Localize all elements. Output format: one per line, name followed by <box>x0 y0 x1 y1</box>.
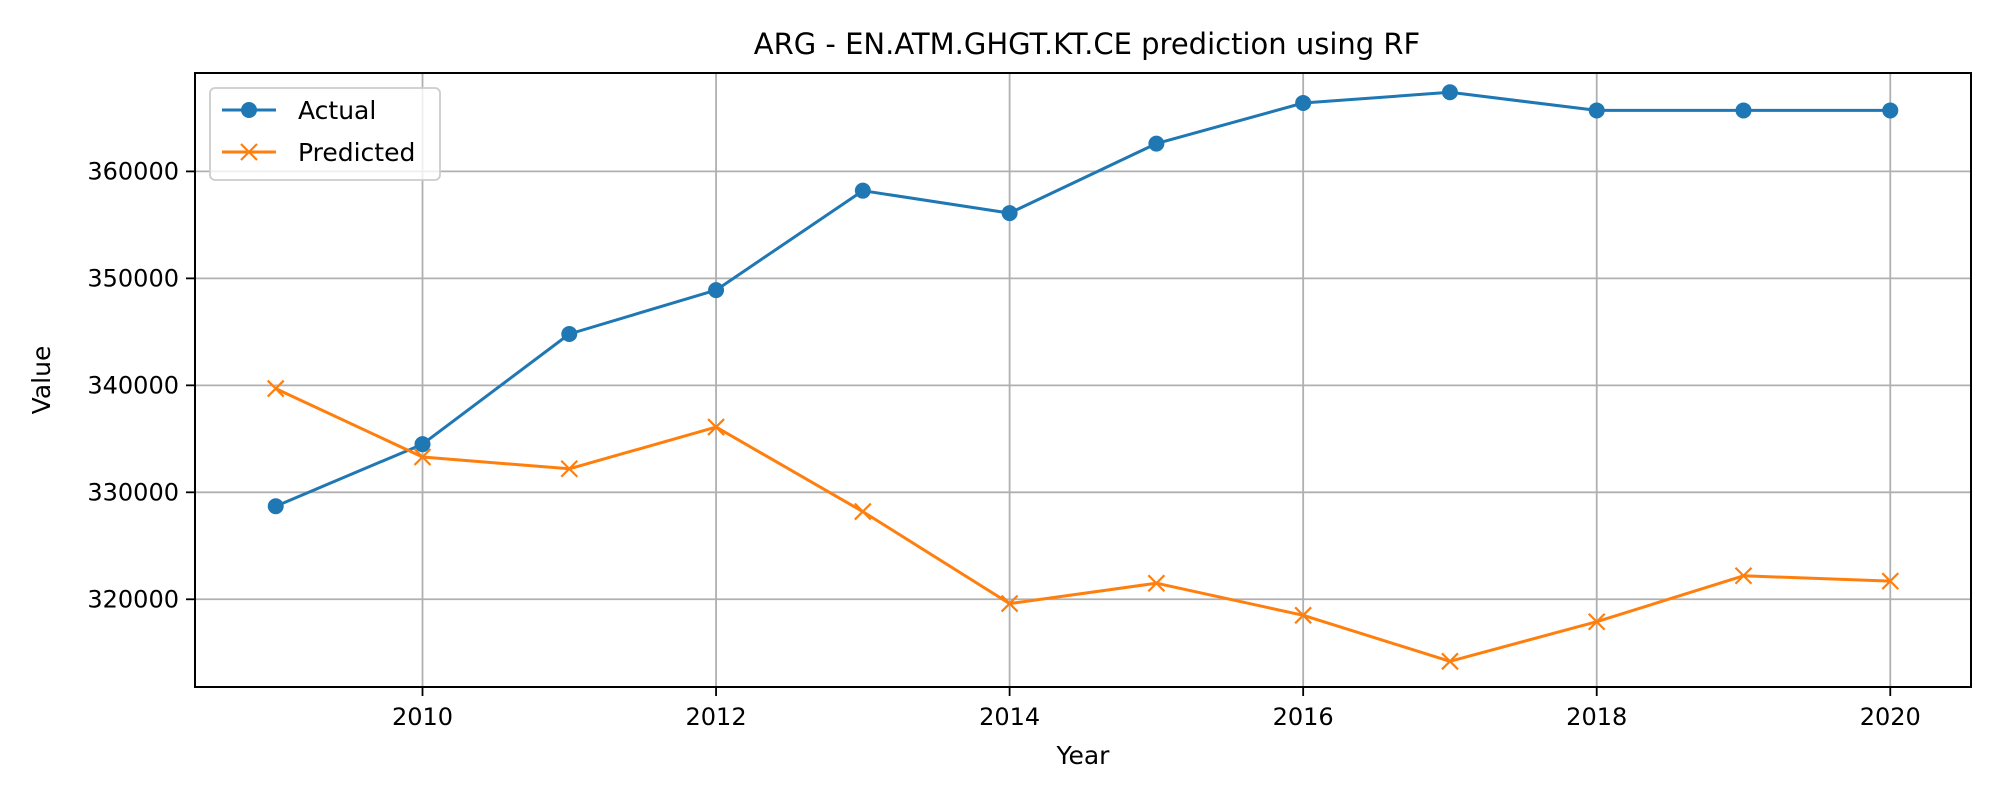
actual-point <box>267 498 284 515</box>
actual-point <box>1148 135 1165 152</box>
legend-predicted-marker-icon <box>240 143 258 161</box>
y-axis-label: Value <box>27 346 56 415</box>
predicted-point <box>1734 566 1753 585</box>
predicted-point <box>1441 652 1459 671</box>
predicted-point <box>1294 606 1312 625</box>
predicted-point <box>707 418 725 436</box>
predicted-point <box>854 502 872 521</box>
legend-predicted-label: Predicted <box>298 138 415 167</box>
actual-series-line <box>275 90 1891 508</box>
predicted-point <box>413 448 432 466</box>
legend: Actual Predicted <box>209 87 441 181</box>
actual-point <box>708 282 725 299</box>
plot-area-frame <box>194 72 1972 688</box>
y-tick-label: 360000 <box>87 157 179 185</box>
x-tick-label: 2018 <box>1566 703 1627 731</box>
actual-point <box>854 182 871 199</box>
actual-point <box>561 326 578 343</box>
actual-point <box>1882 102 1899 119</box>
actual-point <box>1001 205 1018 222</box>
predicted-point <box>560 460 579 478</box>
y-tick-label: 350000 <box>87 264 179 292</box>
actual-point <box>1441 84 1458 101</box>
x-axis-label: Year <box>1056 741 1111 770</box>
legend-actual-marker-icon <box>241 102 257 118</box>
predicted-point <box>1881 572 1900 590</box>
actual-point <box>1588 102 1605 119</box>
predicted-point <box>1147 574 1166 593</box>
x-tick-label: 2012 <box>686 703 747 731</box>
predicted-point <box>1587 612 1606 631</box>
y-tick-label: 330000 <box>87 478 179 506</box>
actual-point <box>414 436 431 453</box>
y-tick-label: 320000 <box>87 585 179 613</box>
x-tick-label: 2020 <box>1860 703 1921 731</box>
x-tick-label: 2010 <box>392 703 453 731</box>
x-tick-label: 2016 <box>1273 703 1334 731</box>
grid <box>195 73 1971 687</box>
actual-point <box>1735 102 1752 119</box>
actual-point <box>1295 94 1312 111</box>
axis-ticks: 2010 2012 2014 2016 2018 2020 320000 330000 3400… <box>87 157 1920 731</box>
series-group <box>266 84 1900 671</box>
predicted-series-line <box>275 387 1891 663</box>
y-tick-label: 340000 <box>87 371 179 399</box>
legend-actual-label: Actual <box>298 96 376 125</box>
x-tick-label: 2014 <box>979 703 1040 731</box>
predicted-point <box>1000 594 1019 613</box>
chart-title: ARG - EN.ATM.GHGT.KT.CE prediction using… <box>754 27 1421 61</box>
predicted-point <box>266 379 285 398</box>
